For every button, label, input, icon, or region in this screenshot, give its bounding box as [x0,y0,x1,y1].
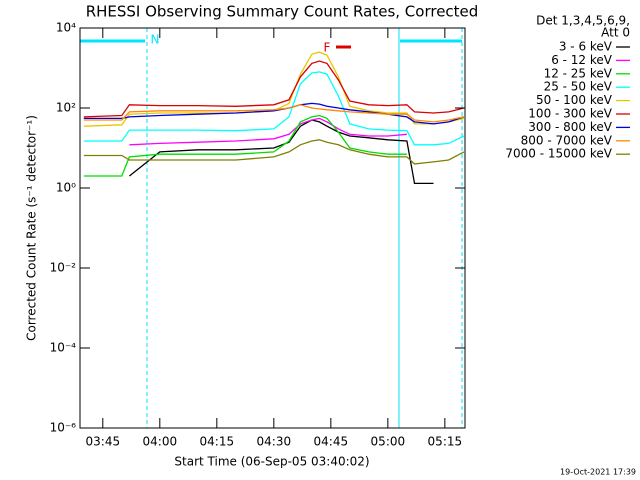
legend-label: 100 - 300 keV [528,107,612,121]
legend-label: 3 - 6 keV [559,40,613,54]
x-tick-label: 04:45 [314,435,349,449]
series-line [128,119,434,185]
y-tick-label: 10⁻⁶ [50,421,77,435]
y-tick-label: 10² [56,101,76,115]
annotation: F [324,41,331,55]
chart-title: RHESSI Observing Summary Count Rates, Co… [86,3,479,21]
series-line [129,117,407,146]
y-axis-label: Corrected Count Rate (s⁻¹ detector⁻¹) [25,115,39,341]
x-tick-label: 04:00 [143,435,178,449]
x-axis-label: Start Time (06-Sep-05 03:40:02) [174,455,369,469]
legend-label: 25 - 50 keV [544,80,613,94]
y-tick-label: 10⁻² [50,261,77,275]
series-line [83,114,407,177]
legend-label: 7000 - 15000 keV [505,147,612,161]
series-line [83,139,465,165]
x-tick-label: 04:30 [257,435,292,449]
x-tick-label: 05:00 [371,435,406,449]
y-tick-label: 10⁴ [56,21,76,35]
annotation: N [151,33,160,47]
series-line [83,102,465,125]
series-line [83,60,465,118]
series-line [83,71,465,146]
x-tick-label: 03:45 [86,435,121,449]
legend-title: Det 1,3,4,5,6,9, [536,14,630,28]
y-tick-label: 10⁰ [56,181,76,195]
series-line [83,104,465,123]
legend-label: 300 - 800 keV [528,120,612,134]
legend-label: 800 - 7000 keV [521,133,613,147]
timestamp: 19-Oct-2021 17:39 [560,468,636,477]
legend-label: 6 - 12 keV [551,53,613,67]
legend-label: 12 - 25 keV [544,66,613,80]
legend-title: Att 0 [601,26,630,40]
y-tick-label: 10⁻⁴ [50,341,77,355]
plot-area [83,51,465,185]
axes-frame [79,27,466,429]
x-tick-label: 04:15 [200,435,235,449]
legend-label: 50 - 100 keV [536,93,613,107]
x-tick-label: 05:15 [428,435,463,449]
